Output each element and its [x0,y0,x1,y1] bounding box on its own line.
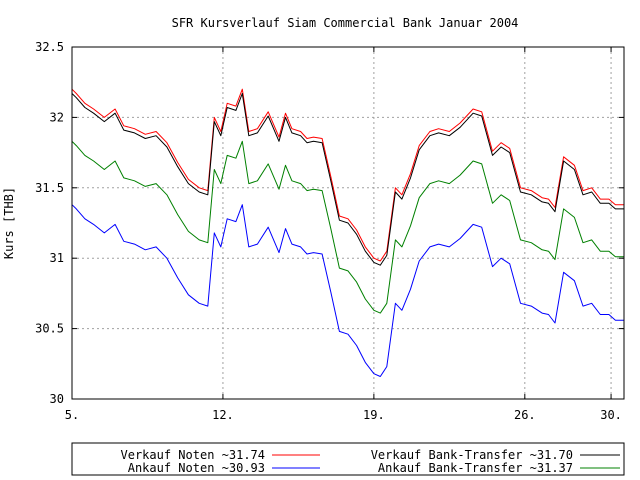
grid-lines [72,47,624,399]
plot-frame [71,46,625,400]
series-line-0 [71,88,624,262]
series-layer [71,88,624,377]
legend-label: Verkauf Bank-Transfer ~31.70 [371,448,573,462]
y-tick-label: 30 [50,392,64,406]
series-line-2 [71,140,624,314]
y-axis-ticks: 30 30.5 31 31.5 32 32.5 [35,40,624,406]
y-tick-label: 31 [50,251,64,265]
series-line-3 [71,204,624,377]
legend-label: Verkauf Noten ~31.74 [121,448,266,462]
y-axis-label: Kurs [THB] [2,187,16,259]
chart-title: SFR Kursverlauf Siam Commercial Bank Jan… [172,16,519,30]
legend-box [71,442,625,476]
y-tick-label: 31.5 [35,181,64,195]
x-tick-label: 12. [212,408,234,422]
series-line-1 [71,93,624,266]
x-tick-label: 26. [514,408,536,422]
y-tick-label: 32.5 [35,40,64,54]
y-tick-label: 32 [50,110,64,124]
x-axis-ticks: 5. 12. 19. 26. 30. [65,47,622,422]
x-tick-label: 30. [600,408,622,422]
legend-label: Ankauf Bank-Transfer ~31.37 [378,461,573,475]
x-tick-label: 5. [65,408,79,422]
legend-label: Ankauf Noten ~30.93 [128,461,265,475]
legend: Verkauf Noten ~31.74 Verkauf Bank-Transfe… [121,448,620,475]
x-tick-label: 19. [363,408,385,422]
y-tick-label: 30.5 [35,322,64,336]
